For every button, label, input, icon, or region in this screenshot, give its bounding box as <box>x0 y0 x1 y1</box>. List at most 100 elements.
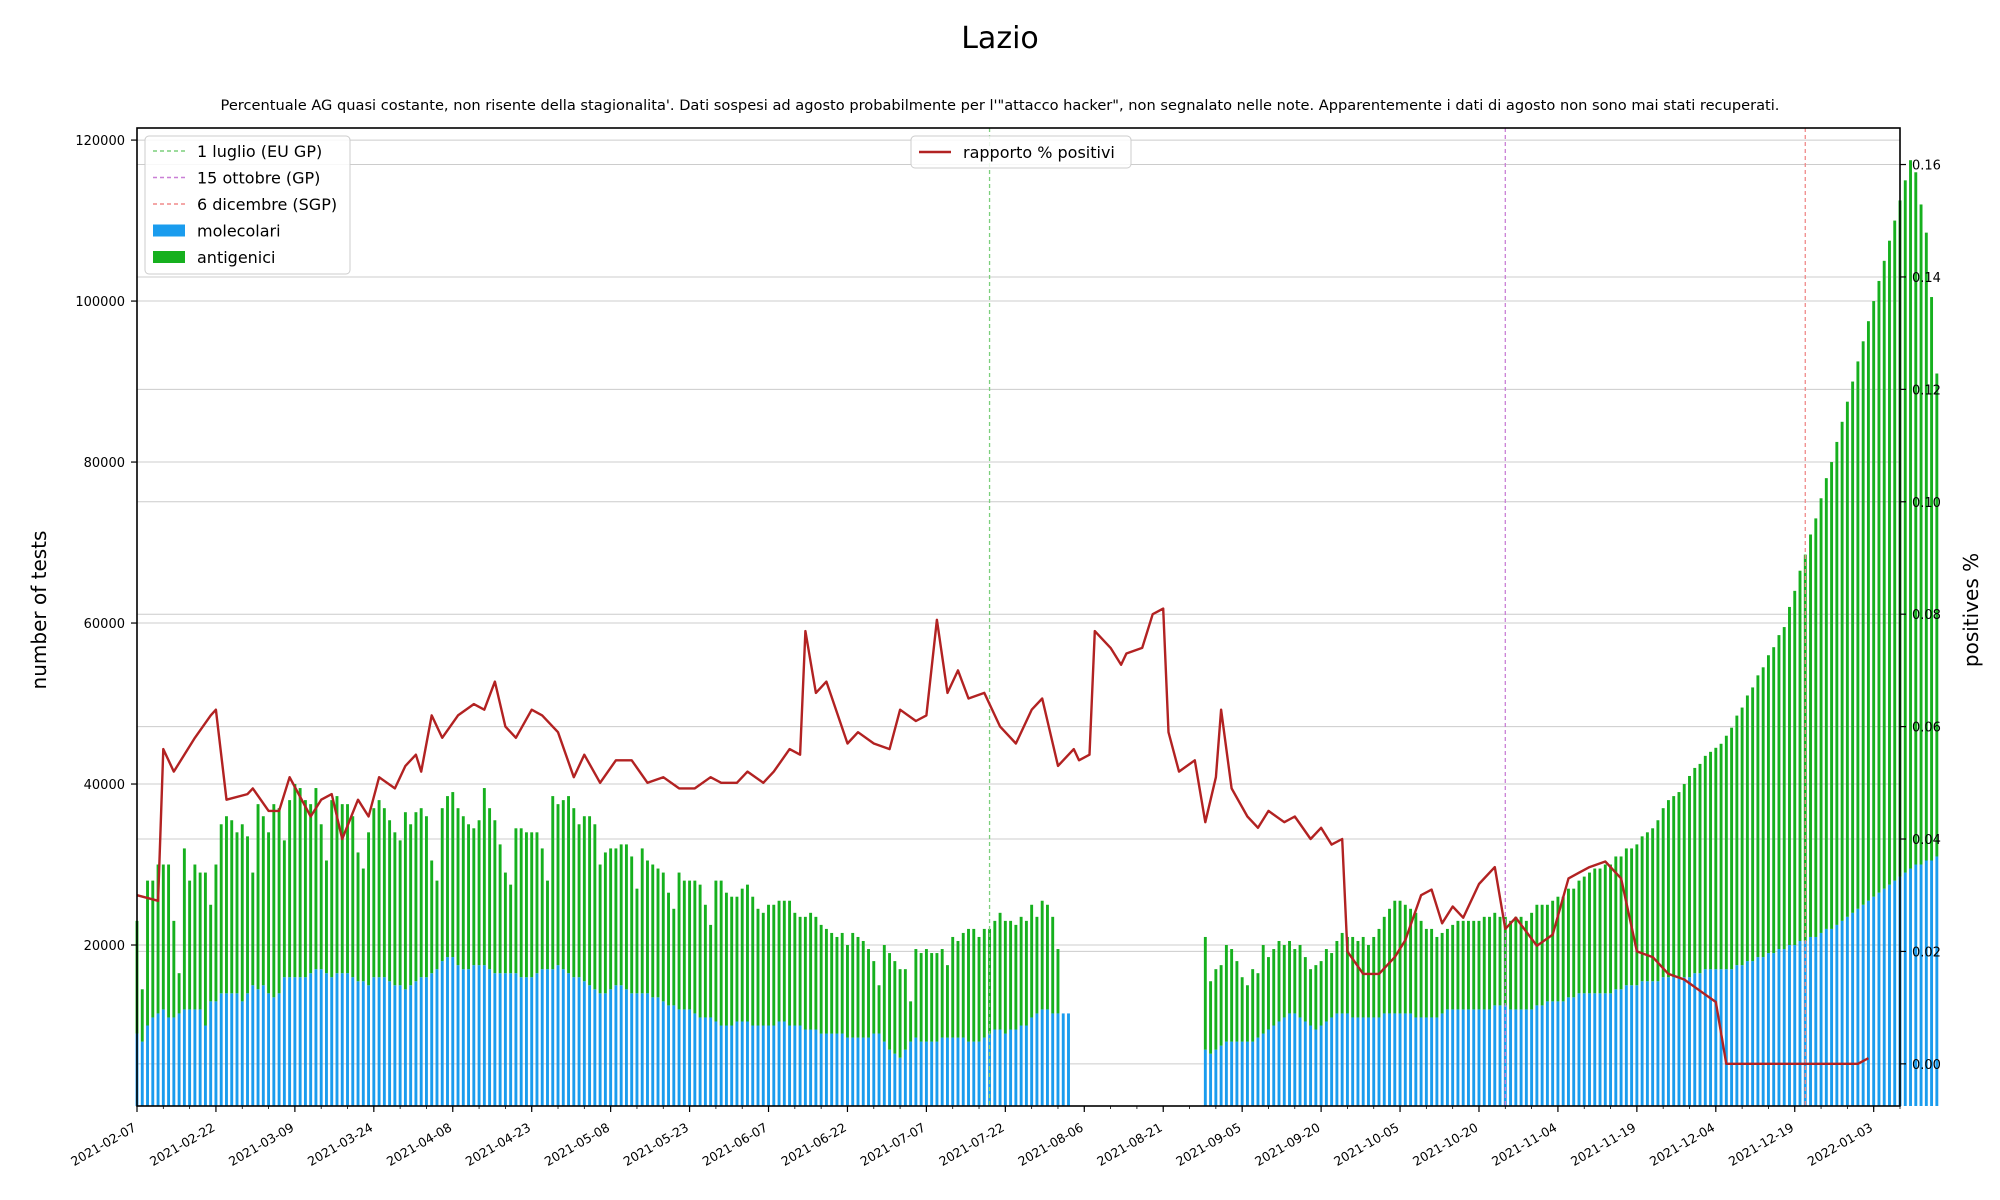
bar-molecolari: 2021-09-03 molecolari 8000 <box>1230 1041 1234 1106</box>
bar-molecolari: 2021-10-23 molecolari 12500 <box>1493 1005 1497 1106</box>
bar-molecolari: 2021-10-19 molecolari 12000 <box>1472 1009 1476 1106</box>
bar-antigenici: 2021-03-28 antigenici 19000 <box>393 832 397 986</box>
bar-antigenici: 2021-11-10 antigenici 15000 <box>1588 872 1591 994</box>
bar-antigenici: 2021-08-01 antigenici 8000 <box>1056 949 1060 1014</box>
bar-antigenici: 2022-01-04 antigenici 76000 <box>1877 280 1881 893</box>
bar-antigenici: 2021-12-12 antigenici 35000 <box>1756 675 1760 958</box>
bar-molecolari: 2021-12-28 molecolari 23000 <box>1840 920 1844 1106</box>
bar-molecolari: 2021-04-05 molecolari 17000 <box>435 969 439 1106</box>
bar-molecolari: 2021-05-14 molecolari 14000 <box>640 993 644 1106</box>
bar-antigenici: 2022-01-09 antigenici 86000 <box>1903 180 1907 873</box>
bar-molecolari: 2021-03-08 molecolari 16000 <box>288 977 292 1106</box>
bar-molecolari: 2021-03-31 molecolari 15000 <box>409 985 413 1106</box>
y-tick-label-right: 0.06 <box>1912 721 1941 736</box>
bar-molecolari: 2021-03-04 molecolari 14000 <box>267 993 271 1106</box>
bar-antigenici: 2021-05-31 antigenici 16000 <box>730 896 734 1026</box>
bar-molecolari: 2021-09-07 molecolari 8000 <box>1251 1041 1255 1106</box>
bar-molecolari: 2021-04-10 molecolari 17000 <box>461 969 465 1106</box>
bar-antigenici: 2021-05-20 antigenici 12000 <box>672 908 676 1006</box>
bar-molecolari: 2021-09-02 molecolari 8000 <box>1224 1041 1228 1106</box>
bar-antigenici: 2021-12-04 antigenici 27500 <box>1714 747 1718 970</box>
legend-left-label: molecolari <box>197 222 281 241</box>
bar-molecolari: 2021-11-05 molecolari 13000 <box>1561 1001 1565 1106</box>
bar-molecolari: 2021-12-04 molecolari 17000 <box>1714 969 1718 1106</box>
bar-molecolari: 2021-07-28 molecolari 11500 <box>1035 1013 1039 1106</box>
bar-molecolari: 2021-06-05 molecolari 10000 <box>756 1025 760 1106</box>
bar-antigenici: 2021-11-17 antigenici 17000 <box>1624 848 1628 986</box>
bar-antigenici: 2021-06-25 antigenici 12000 <box>861 940 865 1038</box>
bar-antigenici: 2021-04-19 antigenici 11000 <box>509 884 513 974</box>
bar-molecolari: 2021-08-03 molecolari 11500 <box>1067 1013 1070 1106</box>
legend-left-box <box>144 135 351 275</box>
bar-antigenici: 2021-11-03 antigenici 12500 <box>1551 900 1555 1002</box>
bar-antigenici: 2021-04-15 antigenici 20000 <box>488 808 492 970</box>
x-tick-label: 2021-10-05 <box>1331 1120 1401 1169</box>
bar-molecolari: 2021-03-21 molecolari 15500 <box>356 981 360 1106</box>
bar-antigenici: 2021-04-01 antigenici 21000 <box>414 812 418 982</box>
bar-antigenici: 2022-01-11 antigenici 86000 <box>1914 172 1918 865</box>
bar-molecolari: 2021-05-21 molecolari 12000 <box>677 1009 681 1106</box>
bar-antigenici: 2021-11-27 antigenici 23000 <box>1677 792 1681 978</box>
bar-molecolari: 2021-07-22 molecolari 9000 <box>1003 1033 1007 1106</box>
bar-molecolari: 2022-01-02 molecolari 25500 <box>1866 900 1870 1106</box>
bar-antigenici: 2021-09-14 antigenici 9000 <box>1288 940 1291 1014</box>
bar-antigenici: 2021-07-21 antigenici 14500 <box>998 912 1002 1030</box>
bar-antigenici: 2021-07-20 antigenici 13500 <box>993 920 997 1030</box>
bar-molecolari: 2021-05-10 molecolari 15000 <box>619 985 623 1106</box>
bar-molecolari: 2021-12-18 molecolari 20000 <box>1788 945 1791 1106</box>
bar-antigenici: 2021-06-12 antigenici 14000 <box>793 912 797 1026</box>
bar-antigenici: 2022-01-06 antigenici 80000 <box>1888 240 1891 885</box>
bar-molecolari: 2021-12-09 molecolari 17500 <box>1740 965 1744 1106</box>
bar-molecolari: 2021-11-03 molecolari 13000 <box>1551 1001 1555 1106</box>
bar-antigenici: 2021-10-10 antigenici 11000 <box>1424 928 1428 1018</box>
bar-molecolari: 2021-03-20 molecolari 16000 <box>351 977 355 1106</box>
bar-molecolari: 2021-02-27 molecolari 13000 <box>240 1001 244 1106</box>
bar-molecolari: 2021-09-15 molecolari 11500 <box>1293 1013 1297 1106</box>
bar-molecolari: 2021-10-31 molecolari 12500 <box>1535 1005 1539 1106</box>
bar-antigenici: 2021-11-08 antigenici 14000 <box>1577 880 1581 994</box>
bar-molecolari: 2021-12-25 molecolari 22000 <box>1824 928 1828 1106</box>
bar-antigenici: 2021-02-25 antigenici 21500 <box>230 820 234 994</box>
bar-antigenici: 2021-09-07 antigenici 9000 <box>1251 969 1255 1042</box>
bar-molecolari: 2021-03-07 molecolari 16000 <box>282 977 286 1106</box>
bar-molecolari: 2021-12-22 molecolari 21000 <box>1809 936 1812 1106</box>
y-tick-label-right: 0.12 <box>1912 383 1941 398</box>
bar-molecolari: 2021-05-16 molecolari 13500 <box>651 997 655 1106</box>
bar-antigenici: 2021-12-16 antigenici 39000 <box>1777 635 1781 950</box>
bar-molecolari: 2021-11-13 molecolari 14000 <box>1603 993 1607 1106</box>
bar-molecolari: 2021-12-08 molecolari 17500 <box>1735 965 1739 1106</box>
bar-molecolari: 2021-02-09 molecolari 10000 <box>146 1025 149 1106</box>
bar-antigenici: 2021-02-19 antigenici 17000 <box>198 872 202 1010</box>
bar-molecolari: 2021-12-16 molecolari 19500 <box>1777 949 1781 1106</box>
bar-antigenici: 2021-05-28 antigenici 17500 <box>714 880 718 1022</box>
bar-antigenici: 2021-06-29 antigenici 12000 <box>882 945 886 1042</box>
bar-antigenici: 2021-03-02 antigenici 23000 <box>256 804 260 990</box>
bar-antigenici: 2021-07-31 antigenici 12000 <box>1051 916 1055 1014</box>
bar-molecolari: 2021-10-26 molecolari 12000 <box>1509 1009 1513 1106</box>
bar-molecolari: 2021-09-10 molecolari 9500 <box>1267 1029 1270 1106</box>
bar-molecolari: 2021-02-10 molecolari 11000 <box>151 1017 155 1106</box>
x-tick-label: 2021-09-05 <box>1173 1120 1243 1169</box>
bar-molecolari: 2021-11-04 molecolari 13000 <box>1556 1001 1560 1106</box>
bar-antigenici: 2021-02-18 antigenici 18000 <box>193 864 197 1010</box>
bar-antigenici: 2021-07-02 antigenici 11000 <box>898 969 902 1058</box>
bar-molecolari: 2021-11-07 molecolari 13500 <box>1572 997 1576 1106</box>
bar-antigenici: 2021-07-26 antigenici 13000 <box>1024 920 1028 1026</box>
x-tick-label: 2021-09-20 <box>1252 1120 1322 1169</box>
bar-antigenici: 2022-01-10 antigenici 88000 <box>1909 160 1912 869</box>
y-tick-label-left: 60000 <box>84 617 125 632</box>
bar-antigenici: 2021-07-06 antigenici 11000 <box>919 953 923 1042</box>
bar-antigenici: 2021-07-15 antigenici 14000 <box>967 928 970 1042</box>
bar-antigenici: 2021-05-15 antigenici 16500 <box>646 860 649 994</box>
bar-molecolari: 2021-06-01 molecolari 10500 <box>735 1021 739 1106</box>
bar-antigenici: 2021-12-15 antigenici 38000 <box>1772 647 1776 954</box>
bar-antigenici: 2021-09-17 antigenici 8000 <box>1303 957 1307 1022</box>
bar-molecolari: 2021-03-25 molecolari 16000 <box>377 977 381 1106</box>
bar-antigenici: 2021-03-30 antigenici 22000 <box>403 812 407 990</box>
bar-molecolari: 2022-01-03 molecolari 26000 <box>1872 896 1876 1106</box>
bar-molecolari: 2021-11-18 molecolari 15000 <box>1630 985 1634 1106</box>
bar-molecolari: 2021-11-21 molecolari 15500 <box>1645 981 1649 1106</box>
bar-antigenici: 2021-12-19 antigenici 44000 <box>1793 590 1797 946</box>
bar-molecolari: 2021-09-08 molecolari 8500 <box>1256 1037 1260 1106</box>
bar-antigenici: 2021-08-29 antigenici 14000 <box>1203 936 1207 1050</box>
